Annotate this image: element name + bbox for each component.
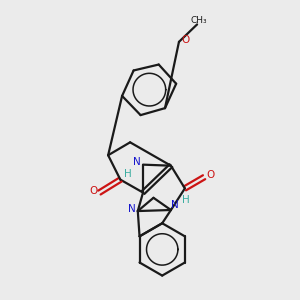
- Text: CH₃: CH₃: [190, 16, 207, 26]
- Text: N: N: [133, 157, 141, 167]
- Text: N: N: [128, 204, 135, 214]
- Text: O: O: [89, 186, 97, 196]
- Text: H: H: [124, 169, 132, 179]
- Text: H: H: [182, 195, 190, 205]
- Text: O: O: [206, 170, 214, 181]
- Text: N: N: [170, 200, 178, 210]
- Text: O: O: [181, 35, 189, 45]
